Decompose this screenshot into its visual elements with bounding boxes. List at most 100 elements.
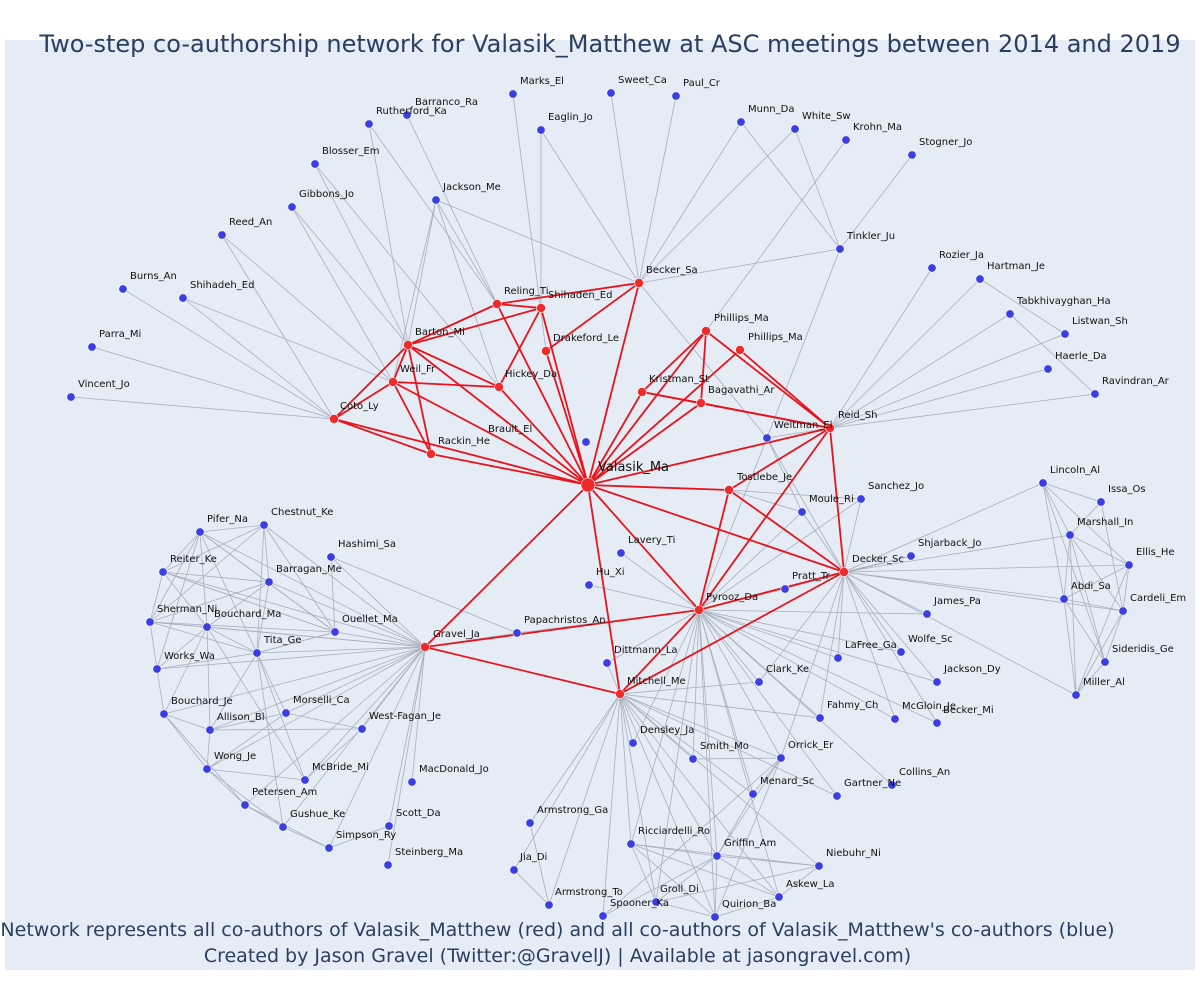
node-marshall-in[interactable]: [1065, 530, 1075, 540]
node-orrick-er[interactable]: [776, 753, 786, 763]
node-abdi-sa[interactable]: [1059, 594, 1069, 604]
node-stogner-jo[interactable]: [907, 150, 917, 160]
node-cardeli-em[interactable]: [1118, 606, 1128, 616]
node-morselli-ca[interactable]: [281, 708, 291, 718]
node-bouchard-ma[interactable]: [202, 622, 212, 632]
node-weil-fr[interactable]: [388, 377, 398, 387]
node-askew-la[interactable]: [774, 892, 784, 902]
node-lafree-ga[interactable]: [833, 653, 843, 663]
node-haerle-da[interactable]: [1043, 364, 1053, 374]
node-shjarback-jo[interactable]: [906, 551, 916, 561]
node-simpson-ry[interactable]: [324, 843, 334, 853]
node-phillips-ma-1[interactable]: [701, 326, 711, 336]
node-chestnut-ke[interactable]: [259, 520, 269, 530]
node-papachristos-an[interactable]: [512, 628, 522, 638]
node-pyrooz-da[interactable]: [694, 605, 704, 615]
node-pratt-tr[interactable]: [780, 584, 790, 594]
node-allison-bl[interactable]: [205, 725, 215, 735]
node-parra-mi[interactable]: [87, 342, 97, 352]
node-becker-sa[interactable]: [634, 278, 644, 288]
node-menard-sc[interactable]: [748, 789, 758, 799]
node-jia-di[interactable]: [509, 865, 519, 875]
node-smith-mo[interactable]: [688, 754, 698, 764]
node-dittmann-la[interactable]: [602, 658, 612, 668]
node-ouellet-ma[interactable]: [330, 627, 340, 637]
node-marks-el[interactable]: [508, 89, 518, 99]
node-hashimi-sa[interactable]: [326, 552, 336, 562]
node-ricciardelli-ro[interactable]: [626, 839, 636, 849]
node-gushue-ke[interactable]: [278, 822, 288, 832]
node-hartman-je[interactable]: [975, 274, 985, 284]
node-tabkhivayghan-ha[interactable]: [1005, 309, 1015, 319]
node-blosser-em[interactable]: [310, 159, 320, 169]
node-becker-mi[interactable]: [932, 718, 942, 728]
node-sideridis-ge[interactable]: [1100, 657, 1110, 667]
node-barragan-me[interactable]: [264, 577, 274, 587]
node-gibbons-jo[interactable]: [287, 202, 297, 212]
node-rozier-ja[interactable]: [927, 263, 937, 273]
node-reiter-ke[interactable]: [158, 567, 168, 577]
node-barton-mi[interactable]: [403, 340, 413, 350]
node-paul-cr[interactable]: [671, 91, 681, 101]
node-decker-sc[interactable]: [839, 567, 849, 577]
node-sanchez-jo[interactable]: [856, 494, 866, 504]
node-shihadeh-ed[interactable]: [178, 293, 188, 303]
node-quirion-ba[interactable]: [710, 912, 720, 922]
node-densley-ja[interactable]: [628, 738, 638, 748]
node-jackson-dy[interactable]: [932, 677, 942, 687]
node-weltman-el[interactable]: [762, 433, 772, 443]
node-eaglin-jo[interactable]: [536, 125, 546, 135]
node-tita-ge[interactable]: [252, 648, 262, 658]
node-wong-je[interactable]: [202, 764, 212, 774]
node-lincoln-al[interactable]: [1038, 478, 1048, 488]
node-lavery-ti[interactable]: [616, 548, 626, 558]
node-niebuhr-ni[interactable]: [814, 861, 824, 871]
node-works-wa[interactable]: [152, 664, 162, 674]
node-mcgloin-je[interactable]: [890, 714, 900, 724]
node-jackson-me[interactable]: [431, 195, 441, 205]
node-shihaden-ed[interactable]: [536, 303, 546, 313]
node-hickey-da[interactable]: [494, 382, 504, 392]
node-listwan-sh[interactable]: [1060, 329, 1070, 339]
node-macdonald-jo[interactable]: [407, 777, 417, 787]
node-west-fagan-je[interactable]: [357, 724, 367, 734]
node-reling-ti[interactable]: [492, 299, 502, 309]
node-rackin-he[interactable]: [426, 449, 436, 459]
node-james-pa[interactable]: [922, 609, 932, 619]
node-moule-ri[interactable]: [797, 507, 807, 517]
node-pifer-na[interactable]: [195, 527, 205, 537]
node-issa-os[interactable]: [1096, 497, 1106, 507]
node-burns-an[interactable]: [118, 284, 128, 294]
node-coto-ly[interactable]: [329, 414, 339, 424]
node-mitchell-me[interactable]: [615, 689, 625, 699]
node-armstrong-ga[interactable]: [525, 818, 535, 828]
node-hu-xi[interactable]: [584, 580, 594, 590]
node-wolfe-sc[interactable]: [896, 647, 906, 657]
node-gravel-ja[interactable]: [420, 642, 430, 652]
node-clark-ke[interactable]: [754, 677, 764, 687]
node-reed-an[interactable]: [217, 230, 227, 240]
node-spooner-ka[interactable]: [598, 911, 608, 921]
node-sweet-ca[interactable]: [606, 88, 616, 98]
node-mcbride-mi[interactable]: [300, 775, 310, 785]
node-ellis-he[interactable]: [1124, 560, 1134, 570]
node-phillips-ma-2[interactable]: [735, 345, 745, 355]
node-griffin-am[interactable]: [712, 851, 722, 861]
node-fahmy-ch[interactable]: [815, 713, 825, 723]
node-groll-di[interactable]: [651, 897, 661, 907]
node-krohn-ma[interactable]: [841, 135, 851, 145]
node-collins-an[interactable]: [887, 780, 897, 790]
node-steinberg-ma[interactable]: [383, 860, 393, 870]
node-miller-al[interactable]: [1071, 690, 1081, 700]
node-brault-el[interactable]: [581, 437, 591, 447]
node-tinkler-ju[interactable]: [835, 244, 845, 254]
node-kristman-st[interactable]: [637, 387, 647, 397]
node-tostlebe-je[interactable]: [724, 485, 734, 495]
node-white-sw[interactable]: [790, 124, 800, 134]
node-scott-da[interactable]: [384, 821, 394, 831]
node-valasik-ma[interactable]: [580, 477, 596, 493]
node-sherman-ni[interactable]: [145, 617, 155, 627]
node-petersen-am[interactable]: [240, 800, 250, 810]
node-rutherford-ka[interactable]: [364, 119, 374, 129]
node-ravindran-ar[interactable]: [1090, 389, 1100, 399]
